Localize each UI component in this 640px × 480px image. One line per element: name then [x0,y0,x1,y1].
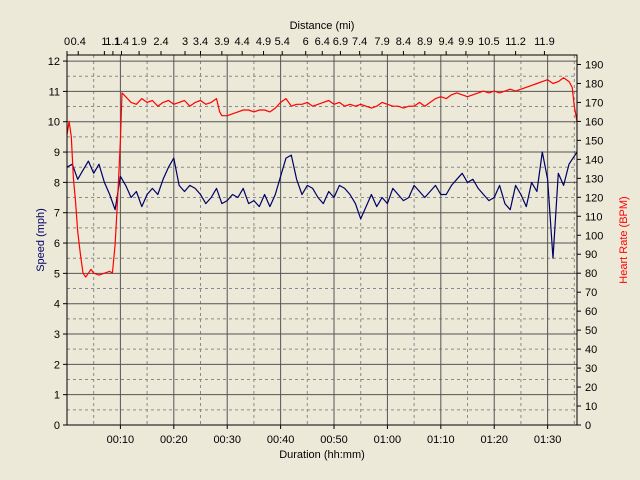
x2-tick-label: 1 [101,36,107,48]
x2-tick-label: 1.1 [105,36,120,48]
y2-tick-label: 170 [585,97,603,109]
y-tick-label: 3 [54,329,60,341]
y-tick-label: 5 [54,268,60,280]
x2-tick-label: 6.9 [333,36,348,48]
y-axis-title: Speed (mph) [35,208,47,272]
y-tick-label: 4 [54,299,60,311]
x2-tick-label: 2.4 [153,36,168,48]
x2-tick-label: 1.4 [114,36,129,48]
x-tick-label: 01:30 [534,434,562,446]
y-tick-label: 11 [49,86,60,98]
y2-tick-label: 0 [585,420,591,432]
y2-axis-title: Heart Rate (BPM) [618,196,630,283]
y2-tick-label: 120 [585,192,603,204]
y-tick-label: 2 [54,359,60,371]
y-tick-label: 12 [48,56,60,68]
y-tick-label: 8 [54,177,60,189]
x-tick-label: 00:50 [320,434,348,446]
y2-tick-label: 70 [585,287,597,299]
x2-tick-label: 4.4 [235,36,250,48]
x-tick-label: 01:00 [374,434,402,446]
y-tick-label: 9 [54,147,60,159]
x2-tick-label: 11.2 [505,36,526,48]
x2-axis-title: Distance (mi) [290,20,355,32]
y2-tick-label: 110 [585,211,603,223]
x2-tick-label: 9.9 [458,36,473,48]
y2-tick-label: 190 [585,59,603,71]
x2-tick-label: 11.9 [534,36,555,48]
x2-tick-label: 0.4 [71,36,86,48]
x2-tick-label: 3 [182,36,188,48]
plot-area [67,55,577,425]
x-tick-label: 00:10 [107,434,135,446]
grid [67,55,577,426]
x2-tick-label: 7.9 [374,36,389,48]
x2-tick-label: 8.9 [417,36,432,48]
x-tick-label: 01:20 [480,434,508,446]
x2-tick-label: 4.9 [256,36,271,48]
x2-tick-label: 5.4 [275,36,290,48]
y2-tick-label: 50 [585,325,597,337]
x2-tick-label: 3.9 [214,36,229,48]
x2-tick-label: 10.5 [478,36,499,48]
y2-tick-label: 140 [585,154,603,166]
x2-tick-label: 0 [64,36,70,48]
y-tick-label: 1 [54,390,60,402]
y2-tick-label: 180 [585,78,603,90]
y-tick-label: 0 [54,420,60,432]
x2-tick-label: 7.4 [352,36,367,48]
y2-tick-label: 90 [585,249,597,261]
y2-tick-label: 10 [585,401,597,413]
x-tick-label: 00:20 [160,434,188,446]
y2-tick-label: 160 [585,116,603,128]
y2-tick-label: 40 [585,344,597,356]
y2-tick-label: 130 [585,173,603,185]
y-tick-label: 6 [54,238,60,250]
y2-tick-label: 100 [585,230,603,242]
y2-tick-label: 60 [585,306,597,318]
x2-tick-label: 6 [303,36,309,48]
x2-tick-label: 3.4 [193,36,208,48]
heart-rate-line [66,77,578,278]
x2-tick-label: 6.4 [315,36,330,48]
x2-tick-label: 9.4 [439,36,454,48]
y2-tick-label: 30 [585,363,597,375]
x2-tick-label: 1.9 [131,36,146,48]
tick-labels: 00:10 00:20 00:30 00:40 00:50 01:00 01:10 01:20… [48,36,604,446]
x-axis-title: Duration (hh:mm) [279,449,365,461]
speed-line [66,151,578,259]
y-tick-label: 10 [48,117,60,129]
x-tick-label: 00:30 [213,434,241,446]
y2-tick-label: 150 [585,135,603,147]
x-tick-label: 01:10 [427,434,455,446]
series-layer [66,77,578,278]
x-tick-label: 00:40 [267,434,295,446]
x2-tick-label: 8.4 [396,36,411,48]
y2-tick-label: 80 [585,268,597,280]
y2-tick-label: 20 [585,382,597,394]
y-tick-label: 7 [54,208,60,220]
